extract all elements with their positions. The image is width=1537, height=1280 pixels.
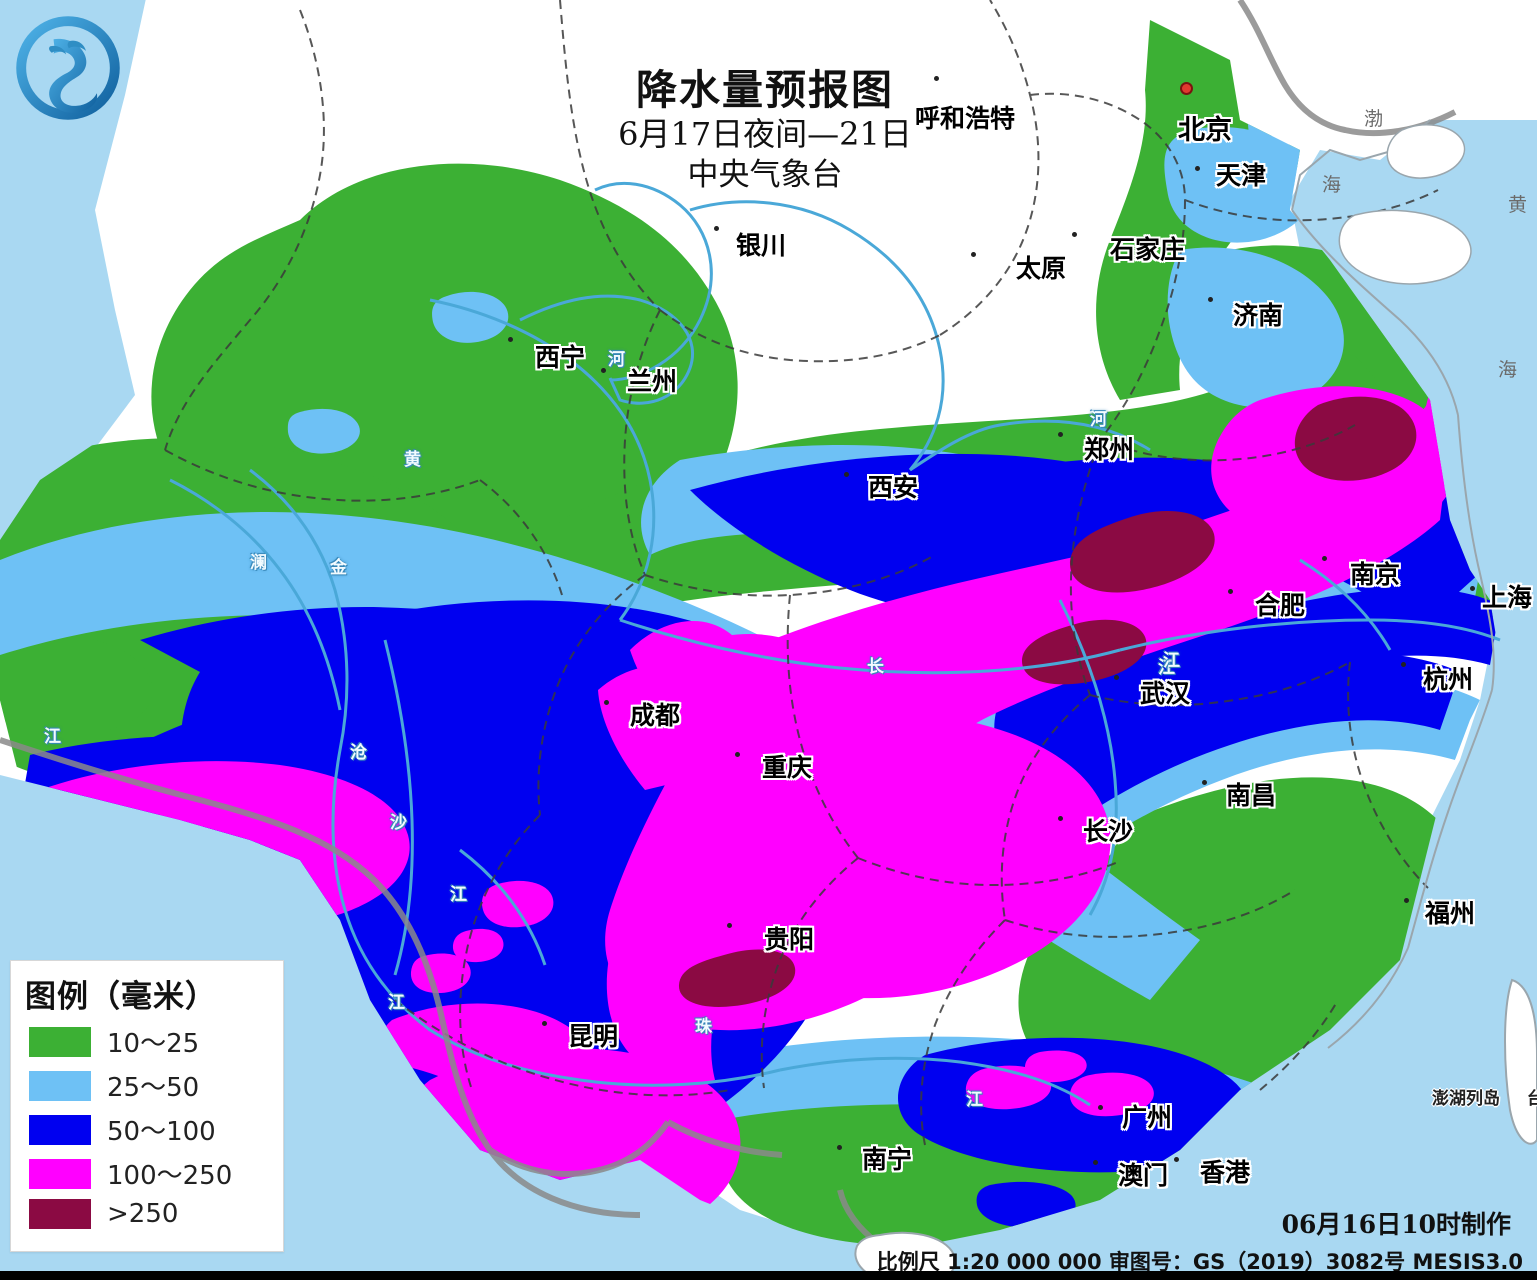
legend-item: 50～100	[29, 1111, 283, 1148]
legend-swatch	[29, 1070, 91, 1101]
legend-item: >250	[29, 1199, 283, 1229]
taiwan-island	[1504, 978, 1537, 1145]
rivers	[169, 181, 1501, 1107]
legend-swatch	[29, 1026, 91, 1057]
city-marker	[844, 472, 849, 477]
shandong-peninsula	[1338, 209, 1472, 285]
city-marker	[601, 368, 606, 373]
legend-item: 25～50	[29, 1067, 283, 1104]
legend-rows: 10～25 25～50 50～100 100～250 >250	[11, 1023, 283, 1229]
footer-metadata: 比例尺 1:20 000 000 审图号：GS（2019）3082号 MESIS…	[876, 1250, 1523, 1274]
legend-label: 10～25	[107, 1029, 200, 1059]
city-marker	[837, 1145, 842, 1150]
legend-label: 100～250	[107, 1161, 233, 1191]
city-marker	[1114, 675, 1119, 680]
city-marker	[727, 923, 732, 928]
city-marker	[1098, 1105, 1103, 1110]
city-marker	[1228, 589, 1233, 594]
city-marker	[1322, 556, 1327, 561]
precipitation-bands	[0, 0, 1500, 1247]
city-marker	[934, 76, 939, 81]
city-marker	[735, 752, 740, 757]
band-gt-250	[678, 396, 1417, 1007]
bottom-bar	[0, 1271, 1537, 1280]
city-marker	[1174, 1157, 1179, 1162]
city-marker	[542, 1021, 547, 1026]
legend-swatch	[29, 1114, 91, 1145]
made-time-label: 06月16日10时制作	[1281, 1210, 1511, 1239]
city-marker	[1072, 232, 1077, 237]
city-marker	[1202, 780, 1207, 785]
legend-label: 50～100	[107, 1117, 216, 1147]
city-marker	[508, 337, 513, 342]
legend-item: 100～250	[29, 1155, 283, 1192]
city-marker	[1208, 297, 1213, 302]
legend-label: 25～50	[107, 1073, 200, 1103]
city-marker	[1093, 1160, 1098, 1165]
liaodong-peninsula	[1386, 124, 1466, 179]
city-marker	[714, 226, 719, 231]
city-marker	[1470, 586, 1475, 591]
city-marker	[971, 252, 976, 257]
city-marker	[1058, 432, 1063, 437]
cma-dragon-logo	[16, 16, 120, 120]
legend-swatch	[29, 1158, 91, 1189]
legend-title: 图例（毫米）	[25, 979, 217, 1015]
legend-item: 10～25	[29, 1023, 283, 1060]
city-marker	[1401, 662, 1406, 667]
legend-label: >250	[107, 1199, 179, 1229]
legend-swatch	[29, 1199, 91, 1229]
city-marker	[1404, 898, 1409, 903]
city-marker	[1195, 166, 1200, 171]
legend-panel: 图例（毫米） 10～25 25～50 50～100 100～250 >250	[10, 960, 284, 1252]
city-marker	[1180, 82, 1193, 95]
city-marker	[1058, 816, 1063, 821]
province-borders	[164, 0, 1439, 1146]
hainan-island	[854, 1231, 957, 1280]
city-marker	[604, 700, 609, 705]
